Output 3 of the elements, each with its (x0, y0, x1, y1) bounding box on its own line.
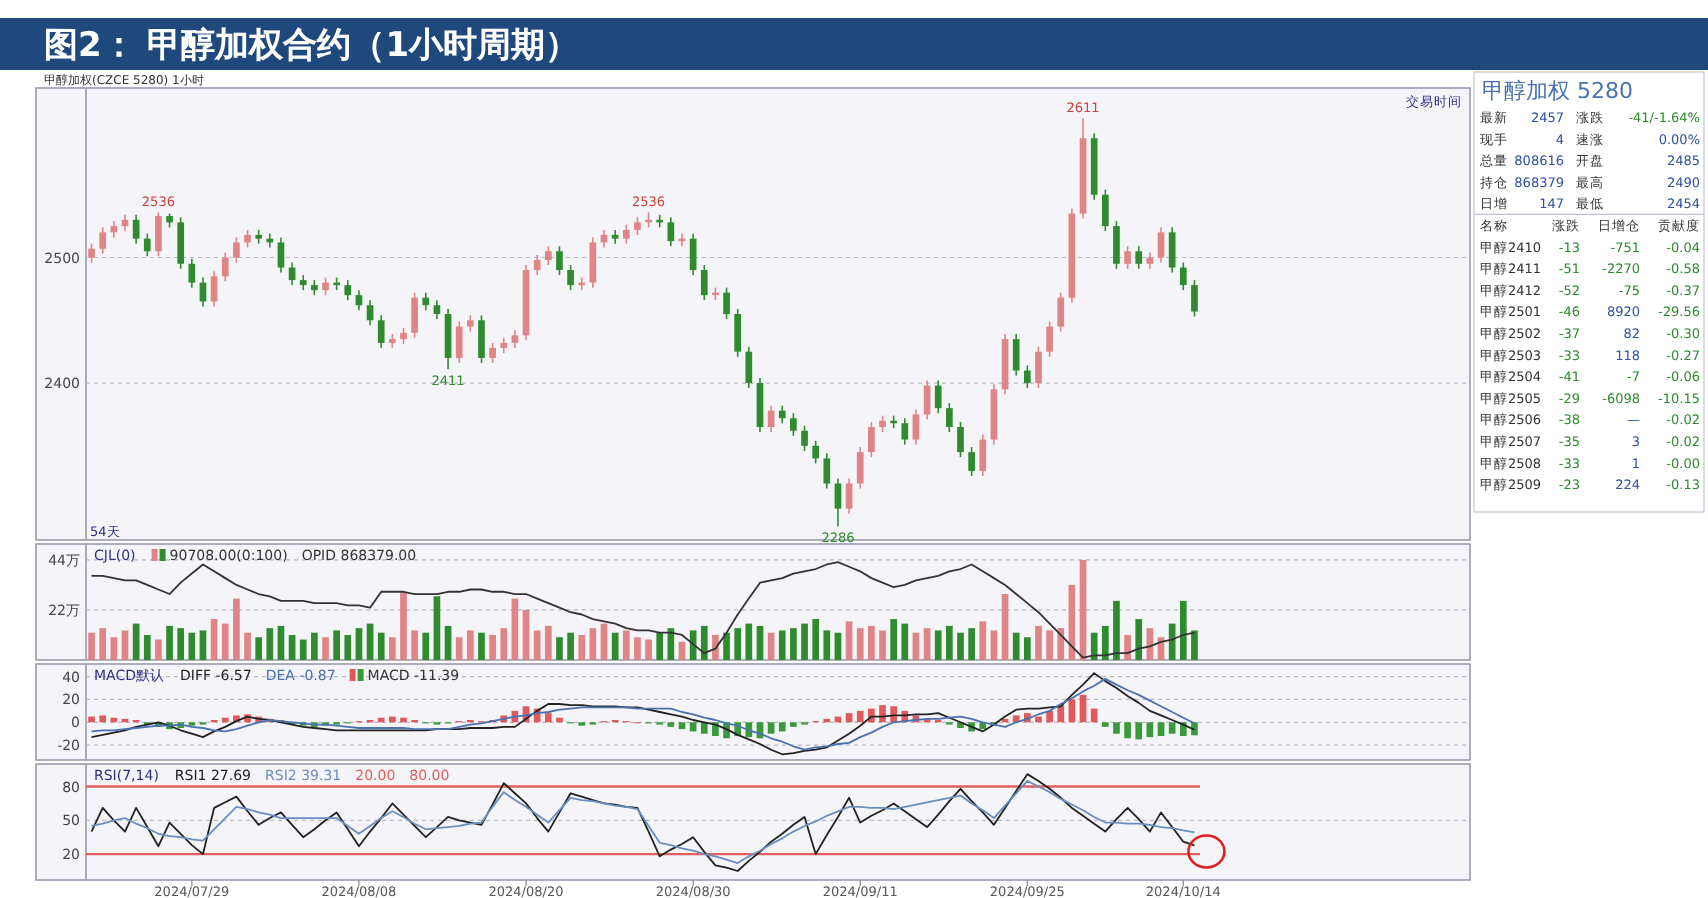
text: 甲醇加权 5280 (1482, 78, 1633, 104)
picture-title-banner: 图2： 甲醇加权合约（1小时周期） (0, 18, 1708, 70)
chart-title: 图2： 甲醇加权合约（1小时周期） (44, 26, 580, 66)
